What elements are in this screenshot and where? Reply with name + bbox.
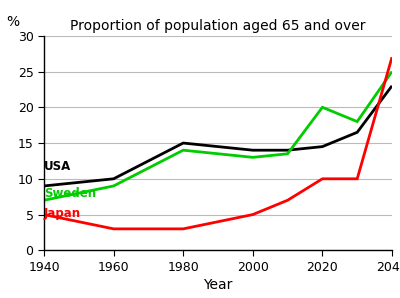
Text: Sweden: Sweden (44, 187, 96, 200)
Y-axis label: %: % (6, 15, 19, 29)
X-axis label: Year: Year (203, 278, 233, 292)
Title: Proportion of population aged 65 and over: Proportion of population aged 65 and ove… (70, 19, 366, 33)
Text: Japan: Japan (44, 207, 81, 220)
Text: USA: USA (44, 160, 71, 173)
